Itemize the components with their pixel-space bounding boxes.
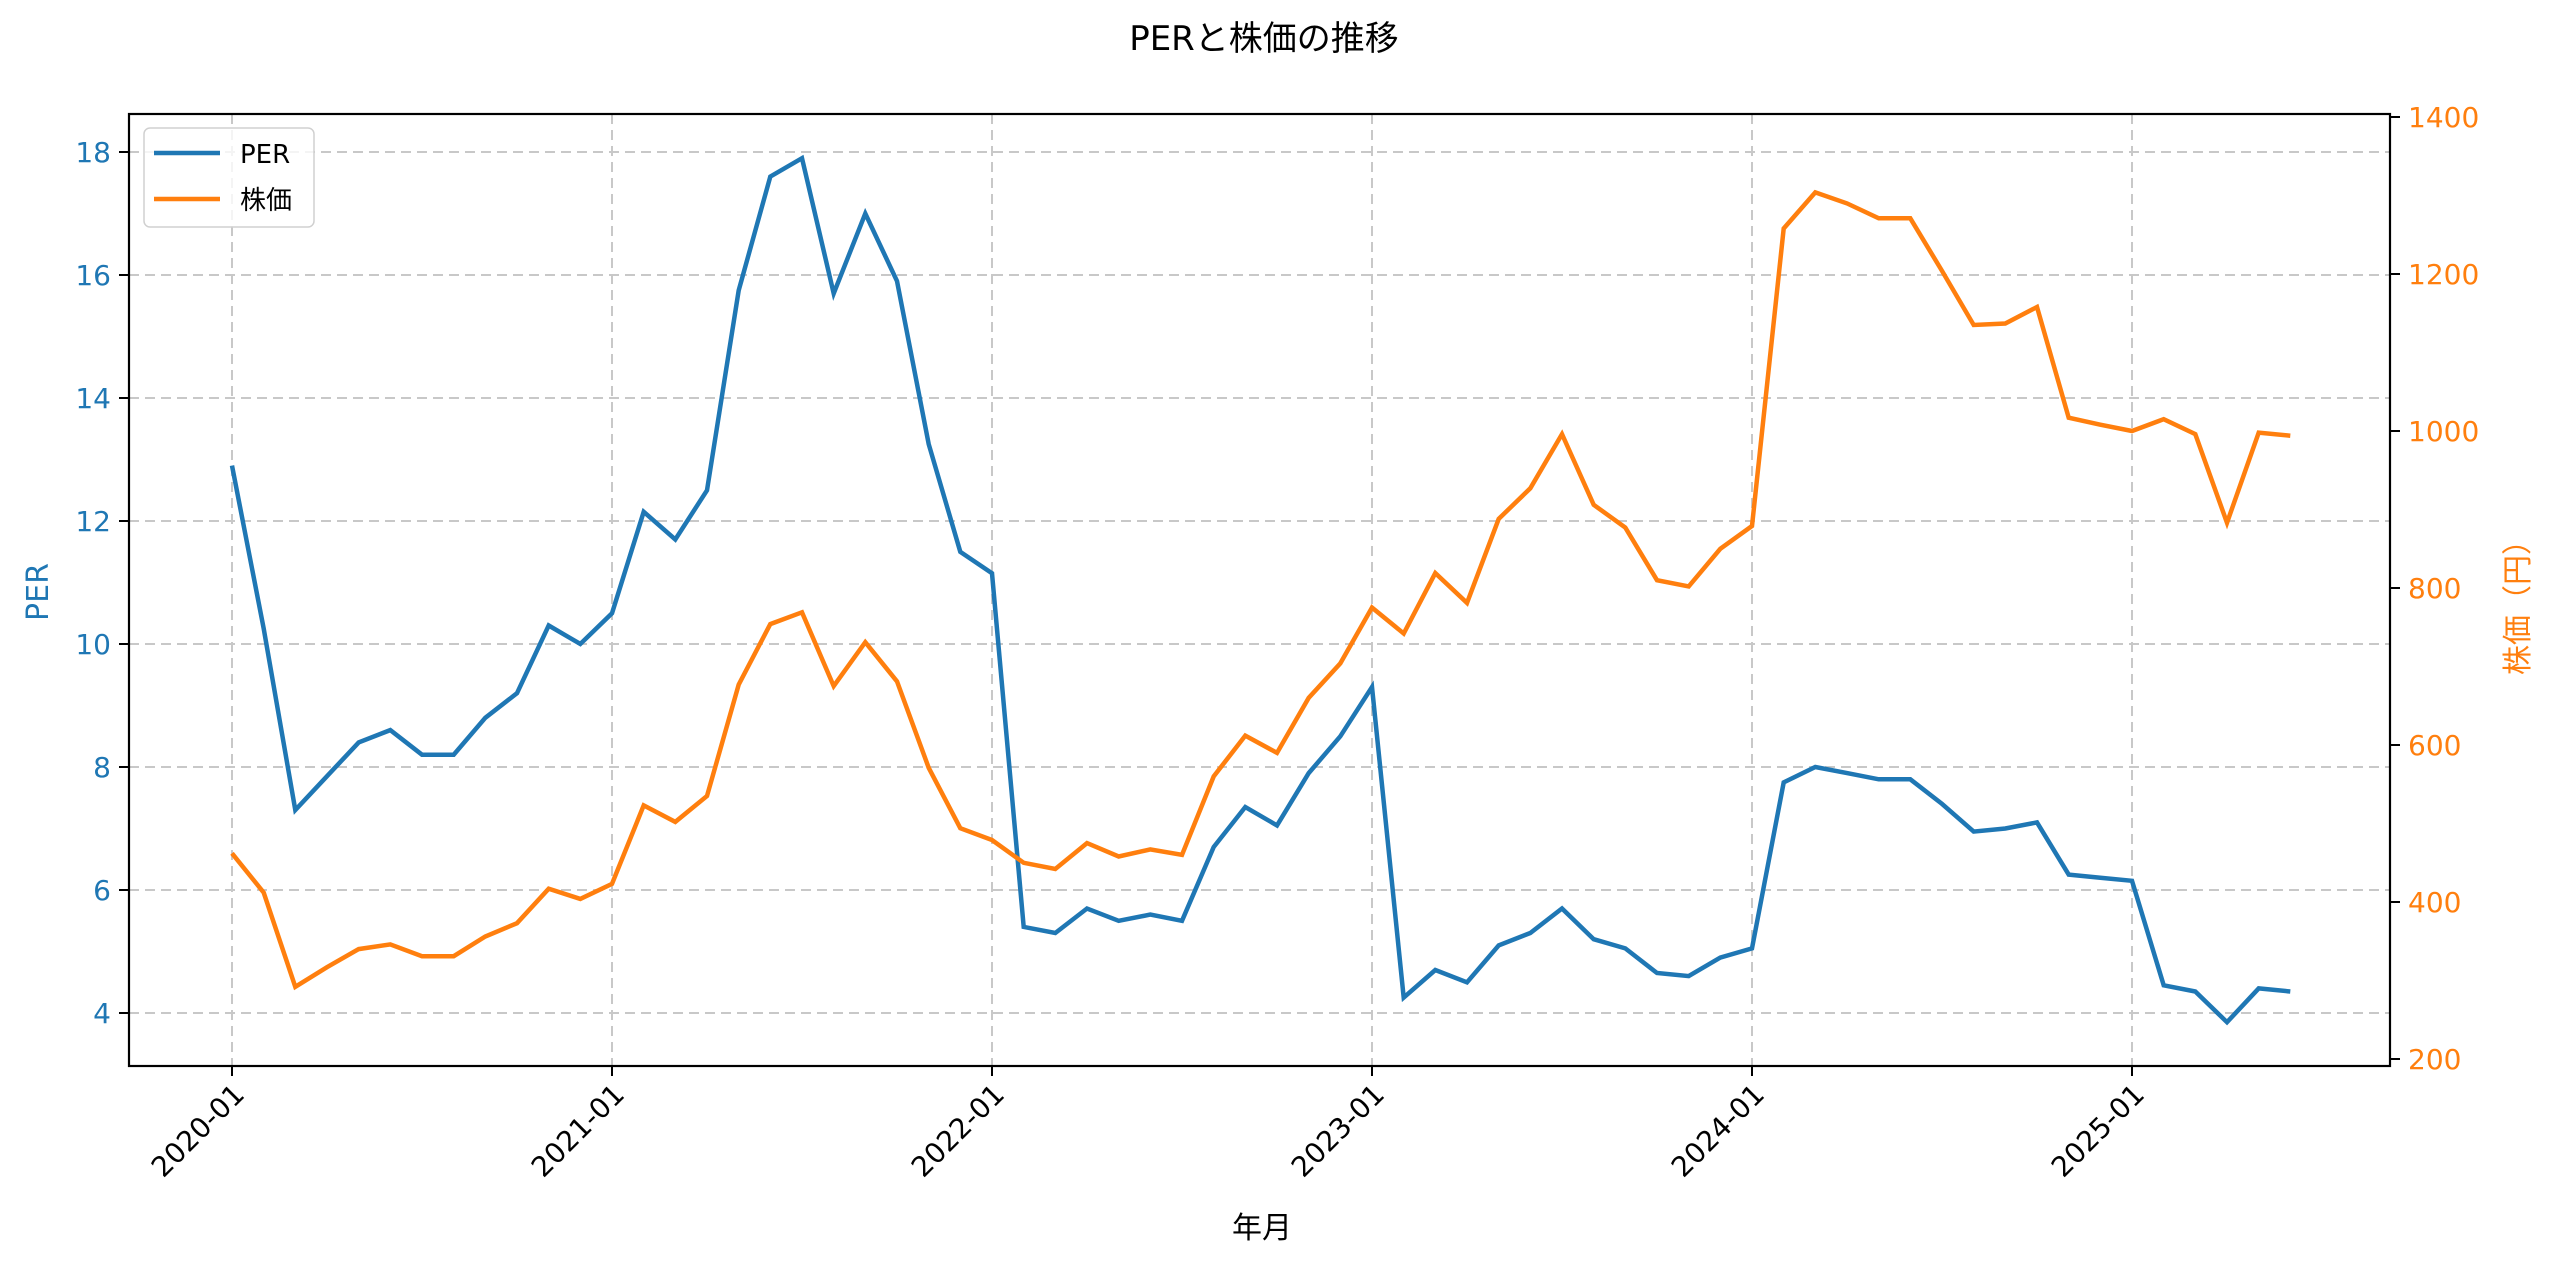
- right-tick-label: 1400: [2408, 101, 2479, 134]
- left-tick-label: 6: [93, 874, 111, 907]
- x-tick-label: 2021-01: [525, 1078, 631, 1184]
- right-tick-label: 200: [2408, 1043, 2461, 1076]
- left-tick-label: 14: [75, 382, 111, 415]
- plot-frame: [127, 112, 2392, 1068]
- x-axis-label: 年月: [1232, 1211, 1292, 1246]
- right-tick-label: 1200: [2408, 258, 2479, 291]
- left-tick-label: 4: [93, 997, 111, 1030]
- legend-price-label: 株価: [240, 186, 292, 216]
- left-tick-label: 12: [75, 505, 111, 538]
- x-tick-label: 2020-01: [145, 1078, 251, 1184]
- chart-title: PERと株価の推移: [1129, 19, 1399, 59]
- per-line: [229, 154, 2291, 1026]
- left-tick-label: 16: [75, 259, 111, 292]
- legend: PER 株価: [143, 127, 315, 228]
- x-tick-label: 2024-01: [1665, 1078, 1771, 1184]
- left-tick-label: 8: [93, 751, 111, 784]
- right-tick-label: 600: [2408, 729, 2461, 762]
- x-tick-label: 2025-01: [2045, 1078, 2151, 1184]
- left-tick-label: 18: [75, 136, 111, 169]
- x-axis: 2020-01 2021-01 2022-01 2023-01 2024-01 2025-…: [145, 1066, 2151, 1184]
- right-tick-label: 400: [2408, 886, 2461, 919]
- x-tick-label: 2023-01: [1285, 1078, 1391, 1184]
- right-tick-label: 800: [2408, 572, 2461, 605]
- left-y-axis: 4 6 8 10 12 14 16 18: [75, 136, 129, 1030]
- y-axis-label-right: 株価（円）: [2501, 525, 2536, 675]
- right-y-axis: 200 400 600 800 1000 1200 1400: [2390, 101, 2479, 1076]
- left-tick-label: 10: [75, 628, 111, 661]
- right-tick-label: 1000: [2408, 415, 2479, 448]
- data-series: [229, 154, 2291, 1026]
- price-line: [230, 189, 2291, 991]
- legend-per-label: PER: [240, 140, 290, 170]
- y-axis-label-left: PER: [21, 563, 56, 621]
- grid-lines: [129, 114, 2390, 1066]
- x-tick-label: 2022-01: [905, 1078, 1011, 1184]
